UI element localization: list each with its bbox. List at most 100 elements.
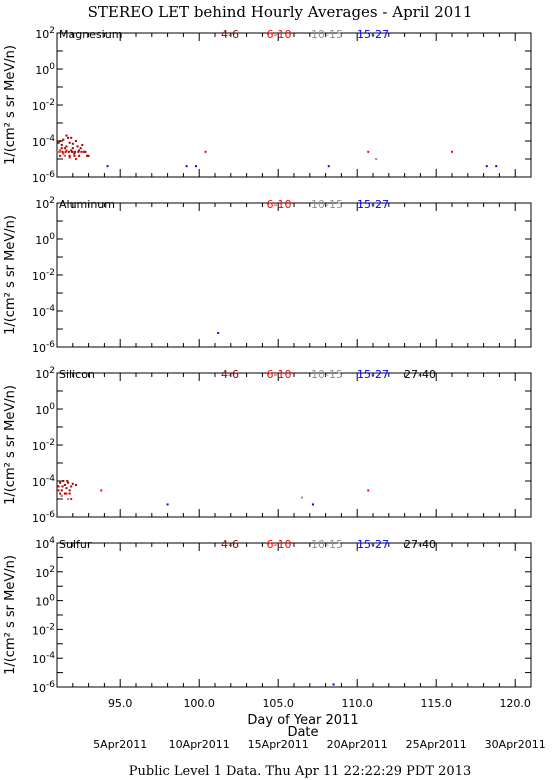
legend-27-40: 27-40 — [404, 368, 436, 381]
data-point — [217, 331, 220, 334]
footer-text: Public Level 1 Data. Thu Apr 11 22:22:29… — [129, 764, 472, 779]
date-tick-label: 10Apr2011 — [169, 738, 230, 751]
legend-4-6: 4-6 — [221, 28, 239, 41]
y-tick-exponent: 2 — [49, 196, 55, 206]
data-point — [57, 489, 60, 492]
legend-27-40: 27-40 — [404, 538, 436, 551]
data-point — [65, 145, 68, 148]
data-point — [78, 149, 81, 152]
data-point — [70, 498, 73, 500]
panel-silicon: 102 100 10-2 10-4 10-6 Silicon 4-6 6-10 10-15 15-… — [3, 366, 532, 525]
data-point — [68, 489, 71, 492]
data-point — [65, 134, 68, 137]
legend-15-27: 15-27 — [357, 368, 389, 381]
data-point — [73, 154, 76, 157]
data-point — [61, 150, 64, 153]
x-tick-label: 105.0 — [262, 697, 294, 710]
y-tick-exponent: -6 — [46, 170, 55, 180]
data-point — [68, 492, 71, 495]
y-tick-exponent: -4 — [46, 304, 55, 314]
data-point — [71, 482, 74, 485]
data-point — [63, 492, 66, 495]
date-ticks: 5Apr2011 10Apr2011 15Apr2011 20Apr2011 25Apr… — [93, 738, 546, 751]
data-point — [67, 150, 70, 153]
date-tick-label: 5Apr2011 — [93, 738, 147, 751]
panel-aluminum: 102 100 10-2 10-4 10-6 Aluminum 6-10 10-15 15-27… — [3, 196, 532, 355]
data-point — [64, 150, 67, 153]
y-tick-exponent: -2 — [46, 98, 55, 108]
data-point — [68, 156, 71, 159]
data-point — [73, 152, 76, 155]
y-tick-exponent: -6 — [46, 510, 55, 520]
y-tick-label: 10-4 — [32, 474, 55, 489]
x-axis-label: Day of Year 2011 — [247, 713, 358, 728]
x-axis: 95.0 100.0 105.0 110.0 115.0 120.0 — [108, 697, 531, 710]
data-point — [59, 149, 62, 152]
data-point — [71, 147, 74, 150]
data-point — [66, 480, 69, 482]
y-tick-label: 10-2 — [32, 268, 55, 283]
data-point — [70, 149, 73, 152]
data-point — [106, 165, 109, 168]
legend-10-15: 10-15 — [311, 538, 343, 551]
data-point — [60, 489, 63, 492]
data-point — [74, 483, 77, 486]
y-tick-label: 104 — [35, 536, 55, 551]
data-point — [63, 147, 66, 150]
plot-frame — [56, 202, 532, 348]
y-tick-label: 100 — [35, 232, 55, 247]
y-tick-label: 10-2 — [32, 622, 55, 637]
y-tick-exponent: 0 — [49, 232, 55, 242]
data-point — [71, 142, 74, 145]
data-point — [451, 150, 453, 153]
legend-15-27: 15-27 — [357, 28, 389, 41]
x-tick-label: 120.0 — [499, 697, 531, 710]
data-point — [166, 503, 169, 506]
data-point — [65, 149, 68, 152]
y-tick-exponent: -4 — [46, 474, 55, 484]
y-tick-label: 102 — [35, 565, 55, 580]
y-tick-exponent: 0 — [49, 402, 55, 412]
y-tick-label: 102 — [35, 196, 55, 211]
data-point — [62, 138, 65, 141]
date-tick-label: 30Apr2011 — [485, 738, 546, 751]
data-point — [82, 150, 85, 153]
data-point — [74, 158, 77, 160]
data-point — [300, 496, 303, 499]
data-point — [61, 485, 64, 488]
legend-6-10: 6-10 — [267, 368, 292, 381]
data-point — [60, 494, 63, 497]
plot-frame — [56, 32, 532, 178]
y-tick-label: 10-6 — [32, 170, 55, 185]
data-point — [332, 683, 335, 686]
data-point — [59, 150, 62, 153]
plot-frame — [56, 542, 532, 688]
data-point — [63, 483, 66, 486]
y-tick-exponent: 2 — [49, 366, 55, 376]
data-point — [67, 481, 70, 484]
data-point — [59, 154, 62, 157]
data-point — [74, 140, 77, 142]
data-point — [68, 141, 71, 144]
plot-frame — [56, 372, 532, 518]
y-tick-label: 10-4 — [32, 651, 55, 666]
data-point — [79, 147, 82, 150]
data-point — [63, 154, 66, 157]
legend-15-27: 15-27 — [357, 538, 389, 551]
y-tick-exponent: -2 — [46, 438, 55, 448]
data-point — [375, 158, 378, 160]
y-tick-label: 10-4 — [32, 134, 55, 149]
date-axis-label: Date — [287, 725, 318, 740]
data-point — [70, 136, 73, 139]
panel-magnesium: 102 100 10-2 10-4 10-6 Magnesium 4-6 6-10 10-15 1… — [3, 26, 532, 185]
data-point — [59, 481, 62, 484]
data-point — [74, 150, 77, 153]
y-tick-exponent: -2 — [46, 268, 55, 278]
x-tick-label: 100.0 — [183, 697, 215, 710]
data-point — [59, 140, 62, 142]
y-axis-label: 1/(cm² s sr MeV/n) — [3, 215, 18, 335]
data-point — [100, 489, 103, 492]
y-tick-exponent: -4 — [46, 134, 55, 144]
data-point — [80, 150, 83, 153]
